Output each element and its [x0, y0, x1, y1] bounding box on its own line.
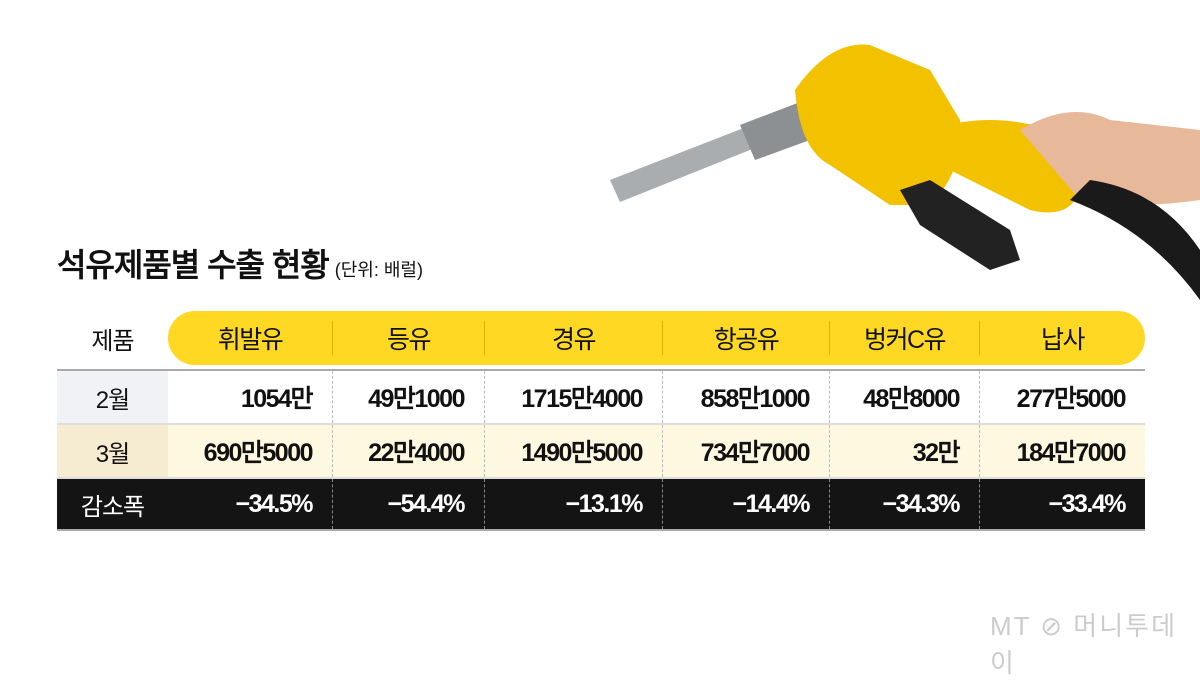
- table-cell: 1715만4000: [485, 371, 663, 423]
- row-label: 3월: [57, 425, 168, 477]
- table-row: 3월 690만5000 22만4000 1490만5000 734만7000 32만 184…: [57, 423, 1145, 477]
- corner-label: 제품: [91, 327, 134, 355]
- page-title: 석유제품별 수출 현황 (단위: 배럴): [57, 240, 423, 286]
- table-cell: −33.4%: [1048, 489, 1127, 518]
- table-cell: 184만7000: [1016, 439, 1127, 467]
- unit-label: (단위: 배럴): [334, 260, 423, 280]
- table-cell: 1490만5000: [485, 425, 663, 477]
- table-cell: −34.5%: [168, 479, 333, 529]
- column-header: 경유: [485, 321, 663, 355]
- row-label: 감소폭: [80, 493, 145, 521]
- column-header: 휘발유: [168, 321, 333, 355]
- header-row: 제품 휘발유 등유 경유 항공유 벙커C유 납사: [57, 311, 1145, 365]
- logo: MT ⊘ 머니투데이: [990, 611, 1177, 678]
- column-header: 등유: [333, 321, 485, 355]
- table-row: 감소폭 −34.5% −54.4% −13.1% −14.4% −34.3% −33.4%: [57, 477, 1145, 531]
- export-table: 제품 휘발유 등유 경유 항공유 벙커C유 납사 2월 1054만 49만1000 1…: [57, 311, 1145, 531]
- table-cell: −54.4%: [333, 479, 485, 529]
- table-cell: −13.1%: [485, 479, 663, 529]
- table-row: 2월 1054만 49만1000 1715만4000 858만1000 48만8000 27…: [57, 369, 1145, 423]
- column-header: 납사: [1040, 326, 1086, 354]
- table-cell: 734만7000: [663, 425, 830, 477]
- table-cell: −14.4%: [663, 479, 830, 529]
- table-cell: 48만8000: [830, 371, 980, 423]
- table-cell: 49만1000: [333, 371, 485, 423]
- fuel-nozzle-illustration: [610, 44, 1200, 300]
- table-cell: 32만: [830, 425, 980, 477]
- column-header: 벙커C유: [830, 321, 980, 355]
- table-cell: −34.3%: [830, 479, 980, 529]
- table-cell: 22만4000: [333, 425, 485, 477]
- row-label: 2월: [57, 371, 168, 423]
- table-cell: 1054만: [168, 371, 333, 423]
- table-cell: 690만5000: [168, 425, 333, 477]
- header-pill: 휘발유 등유 경유 항공유 벙커C유 납사: [168, 311, 1145, 365]
- table-cell: 858만1000: [663, 371, 830, 423]
- table-cell: 277만5000: [1016, 385, 1127, 413]
- column-header: 항공유: [663, 321, 830, 355]
- title-text: 석유제품별 수출 현황: [57, 247, 330, 283]
